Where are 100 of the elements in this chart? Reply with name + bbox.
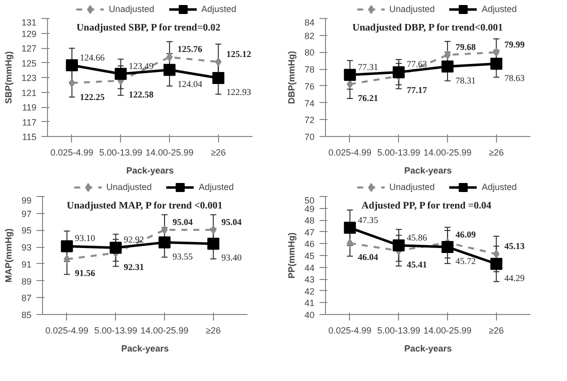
x-tick-label: 0.025-4.99 (328, 326, 372, 336)
y-tick-label: 45 (304, 251, 315, 261)
x-tick-label: 14.00-25.99 (424, 148, 472, 158)
y-tick-label: 117 (22, 117, 37, 128)
data-label: 44.29 (504, 272, 526, 283)
y-tick-label: 70 (304, 132, 315, 142)
x-tick-label: ≥26 (488, 326, 504, 336)
y-tick-label: 121 (21, 88, 37, 98)
chart-title: Unadjusted SBP, P for trend=0.02 (76, 22, 220, 34)
y-tick-label: 87 (21, 293, 32, 304)
y-tick-label: 41 (304, 298, 315, 308)
data-label: 122.93 (226, 87, 252, 98)
y-axis-title: DBP(mmHg) (286, 51, 296, 104)
data-label: 79.68 (456, 42, 476, 52)
point (490, 58, 502, 70)
y-tick-label: 47 (304, 227, 315, 238)
y-tick-label: 80 (304, 48, 315, 58)
y-tick-label: 91 (21, 259, 32, 270)
legend-label: Unadjusted (389, 182, 435, 192)
point (158, 236, 171, 248)
y-tick-label: 44 (304, 262, 315, 273)
point (442, 241, 454, 254)
data-label: 93.40 (221, 252, 242, 263)
legend-label: Unadjusted (389, 4, 435, 14)
data-label: 79.99 (504, 39, 526, 50)
x-tick-label: 14.00-25.99 (424, 326, 472, 336)
y-tick-label: 48 (304, 216, 315, 226)
y-tick-label: 125 (21, 58, 37, 68)
y-tick-label: 50 (304, 196, 315, 206)
x-tick-label: 0.025-4.99 (328, 148, 372, 158)
x-axis-title: Pack-years (404, 344, 452, 354)
data-label: 46.04 (358, 252, 379, 262)
x-axis-title: Pack-years (121, 344, 169, 354)
y-tick-label: 49 (304, 204, 315, 214)
data-label: 45.72 (456, 256, 476, 266)
point (60, 240, 73, 252)
data-label: 122.25 (80, 92, 106, 102)
x-tick-label: 14.00-25.99 (146, 148, 194, 158)
y-tick-label: 40 (304, 310, 315, 320)
legend-label: Adjusted (198, 182, 234, 192)
point (207, 238, 220, 250)
x-tick-label: 5.00-13.99 (377, 148, 420, 158)
data-label: 95.04 (172, 216, 194, 227)
point (392, 66, 405, 78)
x-tick-label: ≥26 (206, 326, 221, 336)
x-tick-label: ≥26 (210, 148, 226, 158)
data-label: 122.58 (128, 90, 154, 100)
y-tick-label: 89 (21, 276, 32, 286)
x-tick-label: ≥26 (488, 148, 504, 158)
data-label: 124.04 (178, 78, 203, 89)
y-tick-label: 93 (21, 242, 32, 253)
data-label: 124.66 (80, 52, 106, 62)
data-label: 45.86 (406, 232, 428, 242)
y-axis-title: MAP(mmHg) (3, 228, 14, 282)
x-tick-label: 14.00-25.99 (140, 326, 189, 336)
data-label: 92.92 (124, 234, 144, 245)
x-tick-label: 5.00-13.99 (94, 326, 138, 336)
x-axis-title: Pack-years (404, 166, 452, 176)
data-label: 123.49 (128, 60, 154, 71)
data-label: 45.13 (504, 240, 526, 251)
legend-label: Adjusted (482, 182, 517, 192)
x-tick-label: 5.00-13.99 (99, 148, 142, 158)
point (490, 258, 502, 270)
y-tick-label: 129 (21, 28, 37, 39)
point (114, 68, 127, 80)
x-tick-label: 5.00-13.99 (377, 326, 420, 336)
data-label: 95.04 (221, 216, 242, 227)
y-tick-label: 99 (21, 196, 32, 206)
y-tick-label: 46 (304, 239, 315, 250)
y-tick-label: 42 (304, 286, 315, 296)
point (164, 64, 176, 76)
data-label: 47.35 (358, 214, 379, 225)
legend-label: Adjusted (482, 4, 517, 14)
y-tick-label: 76 (304, 81, 315, 92)
data-label: 76.21 (358, 93, 379, 104)
y-tick-label: 115 (22, 132, 37, 142)
y-tick-label: 97 (21, 208, 32, 219)
data-label: 93.10 (74, 233, 96, 244)
point (344, 68, 356, 81)
y-tick-label: 43 (304, 274, 315, 285)
data-label: 78.31 (456, 75, 476, 86)
data-label: 125.12 (226, 48, 252, 59)
y-tick-label: 119 (22, 102, 37, 112)
data-label: 77.63 (406, 59, 428, 70)
y-tick-label: 84 (304, 18, 315, 28)
point (344, 222, 356, 234)
y-tick-label: 74 (304, 98, 315, 108)
legend-label: Adjusted (201, 4, 236, 14)
chart-title: Unadjusted DBP, P for trend<0.001 (352, 22, 503, 34)
data-label: 93.55 (172, 251, 194, 262)
data-label: 125.76 (178, 44, 203, 54)
legend-label: Unadjusted (106, 182, 152, 192)
data-label: 78.63 (504, 72, 526, 83)
y-tick-label: 95 (21, 226, 32, 236)
point (110, 242, 122, 254)
y-tick-label: 85 (21, 310, 32, 320)
data-label: 77.17 (406, 85, 428, 96)
y-tick-label: 123 (21, 73, 37, 83)
legend-label: Unadjusted (108, 4, 154, 14)
point (212, 72, 224, 84)
